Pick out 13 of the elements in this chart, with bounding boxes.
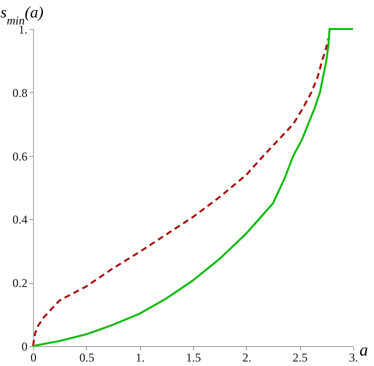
x-tick-label: 0 bbox=[30, 350, 36, 364]
y-tick-label: 0.4 bbox=[12, 212, 28, 227]
y-tick-label: 0.6 bbox=[12, 149, 28, 164]
x-tick-label: 1.5 bbox=[186, 350, 201, 364]
y-tick-label: 0.8 bbox=[12, 86, 28, 100]
x-axis-title: a bbox=[360, 340, 368, 360]
x-tick-label: 1. bbox=[136, 350, 145, 364]
x-tick-label: 2.5 bbox=[292, 350, 308, 364]
x-tick-label: 3. bbox=[349, 350, 358, 364]
x-tick-label: 0.5 bbox=[79, 350, 94, 364]
x-tick-label: 2. bbox=[242, 350, 252, 364]
y-tick-label: 0 bbox=[22, 340, 28, 354]
y-tick-label: 0.2 bbox=[12, 276, 28, 290]
